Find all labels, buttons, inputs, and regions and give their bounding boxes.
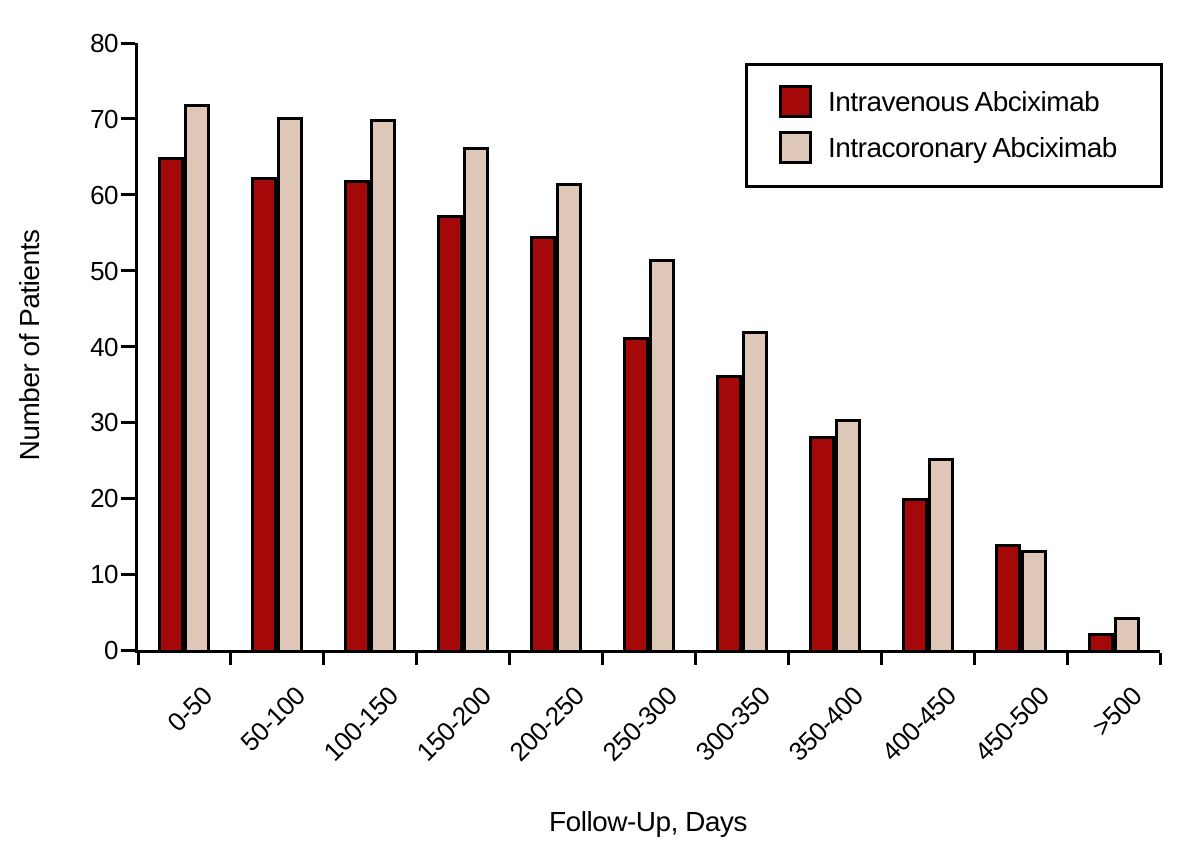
x-axis-title: Follow-Up, Days [549,806,747,837]
bar-intravenous [994,544,1021,650]
x-category-label-300-350: 300-350 [689,680,776,767]
bar-intravenous [437,215,464,650]
legend-item-intravenous: Intravenous Abciximab [779,85,1150,118]
bar-intravenous [715,375,742,650]
x-category-label->500: >500 [1086,680,1148,742]
bar-intravenous [251,177,278,650]
x-category-label-450-500: 450-500 [968,680,1055,767]
bar-group-250-300 [603,43,696,650]
legend-swatch-intracoronary [779,131,812,164]
bar-intracoronary [184,104,211,650]
y-tick-label-70: 70 [90,103,118,134]
legend-label-intracoronary: Intracoronary Abciximab [828,132,1117,163]
y-axis-title: Number of Patients [14,229,45,461]
x-tick-6 [693,653,697,665]
bar-group-350-400 [788,43,881,650]
x-tick-3 [415,653,419,665]
bar-intravenous [158,157,185,650]
plot-area: 0 10 20 30 40 50 60 70 80 0-50 50-100 100-150 150-2… [90,30,1163,767]
bar-intravenous [1087,633,1114,650]
bar-intracoronary [834,419,861,650]
legend: Intravenous Abciximab Intracoronary Abci… [745,63,1163,188]
y-tick-50 [121,269,135,273]
y-tick-label-60: 60 [90,179,118,210]
x-tick-5 [601,653,605,665]
x-tick-11 [1158,653,1162,665]
x-category-label-150-200: 150-200 [410,680,497,767]
y-tick-80 [121,41,135,45]
y-tick-70 [121,117,135,121]
bar-intracoronary [277,117,304,650]
bar-group-300-350 [695,43,788,650]
bar-intracoronary [370,119,397,650]
bar-intravenous [901,498,928,650]
y-tick-60 [121,193,135,197]
bar-group-150-200 [417,43,510,650]
bar-group-200-250 [510,43,603,650]
x-tick-8 [879,653,883,665]
x-category-label-400-450: 400-450 [875,680,962,767]
bar-intravenous [622,337,649,650]
y-tick-40 [121,345,135,348]
bar-group-100-150 [324,43,417,650]
x-tick-10 [1065,653,1069,665]
x-tick-2 [322,653,326,665]
y-tick-label-20: 20 [90,483,118,514]
bar-intracoronary [1113,617,1140,650]
bars-container [138,43,1160,650]
bar-group-400-450 [881,43,974,650]
bar-group-450-500 [974,43,1067,650]
y-tick-20 [121,496,135,500]
legend-label-intravenous: Intravenous Abciximab [828,86,1100,117]
x-tick-9 [972,653,976,665]
x-tick-1 [229,653,233,665]
x-category-label-0-50: 0-50 [161,680,219,738]
legend-item-intracoronary: Intracoronary Abciximab [779,131,1150,164]
y-tick-0 [121,648,135,652]
x-tick-4 [508,653,512,665]
y-tick-label-80: 80 [90,28,118,58]
bar-intracoronary [556,183,583,650]
bar-intravenous [530,236,557,650]
bar-group-0-50 [138,43,231,650]
bar-intracoronary [463,147,490,650]
x-tick-7 [786,653,790,665]
x-category-label-50-100: 50-100 [234,680,312,757]
y-tick-10 [121,572,135,576]
bar-intracoronary [927,458,954,650]
legend-swatch-intravenous [779,85,812,118]
x-tick-0 [136,653,140,665]
y-tick-label-30: 30 [90,407,118,438]
y-tick-label-40: 40 [90,331,118,362]
x-category-label-100-150: 100-150 [317,680,405,767]
bar-group-50-100 [231,43,324,650]
y-tick-label-0: 0 [104,635,118,665]
y-tick-label-50: 50 [90,255,118,286]
bar-intracoronary [1020,550,1047,650]
x-category-label-250-300: 250-300 [596,680,683,767]
bar-intravenous [808,436,835,650]
x-category-label-200-250: 200-250 [503,680,590,767]
y-tick-30 [121,420,135,424]
bar-intravenous [344,180,371,650]
y-tick-label-10: 10 [90,559,118,590]
bar-intracoronary [741,331,768,650]
x-category-label-350-400: 350-400 [782,680,869,767]
bar-intracoronary [648,259,675,650]
bar-group->500 [1067,43,1160,650]
